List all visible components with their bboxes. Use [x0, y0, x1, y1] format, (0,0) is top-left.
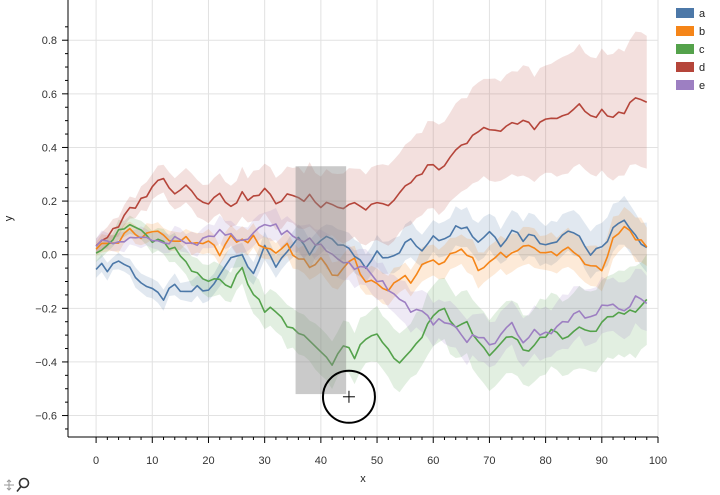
axes: 0 10 20 30 40 50 60 70 80 90 100 −0.6 −0.4 −0.2 0.0 0.2… [35, 0, 667, 467]
y-axis-label: y [3, 215, 15, 221]
legend-label: c [699, 44, 705, 56]
y-tick-label: 0.2 [42, 196, 57, 208]
y-tick-label: −0.6 [35, 411, 57, 423]
zoom-icon[interactable] [16, 477, 30, 492]
y-tick-label: 0.4 [42, 142, 57, 154]
band-b [96, 206, 647, 306]
y-tick-label: 0.0 [42, 250, 57, 262]
confidence-bands [96, 31, 647, 393]
series-lines [95, 97, 648, 366]
cursor-ring [321, 369, 376, 424]
legend-swatch [676, 26, 694, 36]
legend-item-d[interactable]: d [676, 62, 705, 74]
band-d [96, 31, 647, 254]
y-tick-label: −0.2 [35, 303, 57, 315]
legend-item-a[interactable]: a [676, 8, 706, 20]
x-axis-label: x [360, 473, 366, 485]
y-tick-label: −0.4 [35, 357, 57, 369]
series-line-e[interactable] [95, 223, 648, 346]
legend-item-c[interactable]: c [676, 44, 705, 56]
x-tick-label: 50 [371, 455, 383, 467]
y-tick-label: 0.8 [42, 35, 57, 47]
band-a [96, 195, 647, 311]
toolbar[interactable] [2, 476, 34, 494]
x-tick-label: 0 [93, 455, 99, 467]
selection-region[interactable] [295, 166, 347, 395]
legend-label: e [699, 80, 705, 92]
x-tick-label: 60 [427, 455, 439, 467]
y-tick-label: 0.6 [42, 89, 57, 101]
legend-item-b[interactable]: b [676, 26, 705, 38]
legend-swatch [676, 8, 694, 18]
legend-label: a [699, 8, 706, 20]
x-tick-label: 80 [539, 455, 551, 467]
x-tick-label: 30 [259, 455, 271, 467]
grid-lines [68, 0, 659, 437]
pan-icon[interactable] [4, 479, 14, 491]
legend-label: b [699, 26, 705, 38]
band-e [96, 207, 647, 368]
crosshair-cursor-icon [321, 369, 376, 424]
band-c [96, 215, 647, 393]
legend-swatch [676, 80, 694, 90]
series-line-a[interactable] [95, 219, 648, 301]
legend-label: d [699, 62, 705, 74]
legend-item-e[interactable]: e [676, 80, 705, 92]
x-tick-label: 40 [315, 455, 327, 467]
x-tick-label: 90 [596, 455, 608, 467]
x-tick-label: 20 [202, 455, 214, 467]
series-line-b[interactable] [95, 225, 648, 292]
series-line-d[interactable] [95, 97, 648, 247]
x-tick-label: 10 [146, 455, 158, 467]
legend-swatch [676, 62, 694, 72]
x-tick-label: 100 [649, 455, 667, 467]
x-tick-label: 70 [483, 455, 495, 467]
legend-swatch [676, 44, 694, 54]
series-line-c[interactable] [95, 223, 648, 366]
